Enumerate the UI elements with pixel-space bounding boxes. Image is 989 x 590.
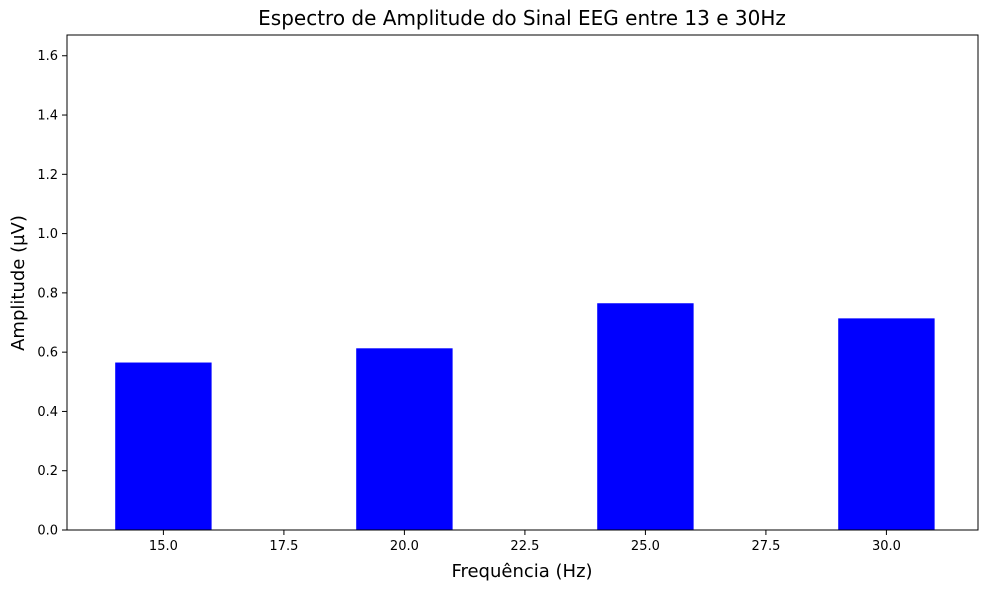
- bar-25: [597, 303, 694, 530]
- y-tick-label: 1.4: [37, 109, 58, 124]
- bar-20: [356, 348, 453, 530]
- x-tick-label: 17.5: [269, 539, 298, 554]
- y-tick-label: 0.0: [37, 524, 58, 539]
- y-tick-label: 0.2: [37, 464, 58, 479]
- x-axis: 15.0 17.5 20.0 22.5 25.0 27.5 30.0: [149, 530, 901, 554]
- chart-title: Espectro de Amplitude do Sinal EEG entre…: [258, 6, 786, 30]
- x-axis-label: Frequência (Hz): [451, 561, 592, 582]
- bar-30: [838, 318, 935, 530]
- y-tick-label: 1.6: [37, 49, 58, 64]
- bars-group: [115, 303, 935, 530]
- x-tick-label: 25.0: [631, 539, 660, 554]
- y-tick-label: 0.6: [37, 346, 58, 361]
- y-tick-label: 0.8: [37, 286, 58, 301]
- bar-15: [115, 362, 212, 530]
- y-tick-label: 1.2: [37, 168, 58, 183]
- plot-frame: [66, 34, 979, 531]
- x-tick-label: 27.5: [751, 539, 780, 554]
- x-tick-label: 20.0: [390, 539, 419, 554]
- x-tick-label: 22.5: [510, 539, 539, 554]
- y-tick-label: 0.4: [37, 405, 58, 420]
- y-axis-label: Amplitude (µV): [8, 215, 29, 351]
- x-tick-label: 15.0: [149, 539, 178, 554]
- y-tick-label: 1.0: [37, 227, 58, 242]
- x-tick-label: 30.0: [872, 539, 901, 554]
- y-axis: 0.0 0.2 0.4 0.6 0.8 1.0 1.2 1.4 1.6: [37, 49, 67, 539]
